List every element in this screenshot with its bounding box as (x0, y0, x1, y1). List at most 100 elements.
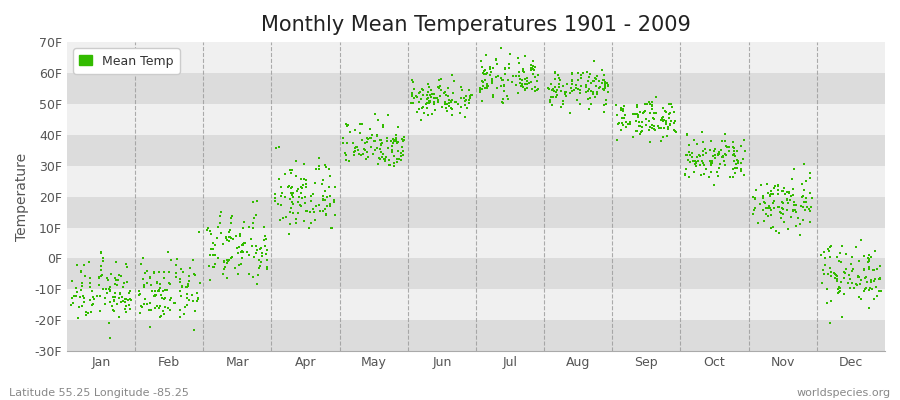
Point (644, 102, 659, 108)
Point (272, 144, 286, 150)
Point (662, 100, 676, 107)
Point (382, 156, 396, 163)
Point (593, 84, 608, 91)
Point (211, 224, 225, 230)
Point (454, 104, 468, 110)
Point (573, 83, 588, 89)
Point (149, 279, 164, 286)
Point (764, 188, 778, 194)
Point (69, 262, 84, 268)
Point (161, 305, 176, 312)
Point (798, 207, 813, 213)
Point (374, 156, 388, 162)
Point (498, 66, 512, 72)
Point (680, 131, 695, 137)
Point (571, 86, 585, 92)
Point (633, 122, 647, 129)
Point (464, 92, 479, 98)
Point (260, 247, 274, 253)
Point (376, 122, 391, 128)
Point (311, 163, 326, 169)
Point (68, 284, 83, 291)
Point (71, 314, 86, 321)
Point (384, 149, 399, 156)
Point (526, 63, 540, 69)
Point (82, 258, 96, 265)
Point (655, 115, 670, 121)
Point (424, 87, 438, 93)
Point (255, 249, 269, 256)
Point (728, 153, 742, 160)
Point (782, 197, 796, 203)
Point (360, 148, 374, 155)
Point (485, 76, 500, 82)
Point (562, 90, 577, 96)
Point (107, 293, 122, 300)
Point (662, 111, 677, 118)
Point (111, 282, 125, 289)
Point (595, 66, 609, 73)
Point (282, 231, 296, 237)
Point (445, 72, 459, 78)
Point (643, 139, 657, 145)
Point (623, 120, 637, 126)
Point (121, 264, 135, 270)
Point (688, 158, 702, 164)
Point (718, 162, 733, 169)
Point (173, 276, 187, 282)
Point (826, 270, 841, 276)
Point (782, 189, 796, 196)
Point (583, 80, 598, 86)
Point (291, 186, 305, 192)
Point (590, 72, 604, 79)
Point (387, 136, 401, 143)
Point (148, 305, 163, 312)
Point (168, 270, 183, 277)
Point (780, 196, 795, 202)
Point (427, 94, 441, 101)
Point (85, 302, 99, 308)
Point (100, 290, 114, 296)
Point (799, 178, 814, 184)
Bar (67, 320, 885, 351)
Point (616, 108, 630, 114)
Point (643, 124, 657, 131)
Point (381, 112, 395, 118)
Point (573, 87, 588, 94)
Point (380, 135, 394, 142)
Point (647, 123, 662, 130)
Point (550, 92, 564, 98)
Point (177, 304, 192, 310)
Point (364, 126, 378, 132)
Point (250, 247, 265, 253)
Point (564, 70, 579, 76)
Point (162, 307, 176, 314)
Point (486, 65, 500, 71)
Point (274, 193, 288, 199)
Point (361, 136, 375, 142)
Point (480, 70, 494, 76)
Point (203, 252, 218, 258)
Point (799, 195, 814, 201)
Point (284, 198, 299, 205)
Point (850, 273, 865, 280)
Point (752, 201, 767, 207)
Point (323, 203, 338, 209)
Point (275, 215, 290, 221)
Point (502, 60, 517, 67)
Point (375, 140, 390, 146)
Point (659, 117, 673, 124)
Point (689, 141, 704, 148)
Point (554, 88, 568, 94)
Point (687, 169, 701, 176)
Point (98, 286, 112, 292)
Point (143, 274, 157, 280)
Point (668, 128, 682, 135)
Point (828, 274, 842, 281)
Point (771, 187, 786, 193)
Point (234, 261, 248, 267)
Point (348, 127, 363, 133)
Point (774, 210, 788, 217)
Point (309, 166, 323, 172)
Point (234, 247, 248, 254)
